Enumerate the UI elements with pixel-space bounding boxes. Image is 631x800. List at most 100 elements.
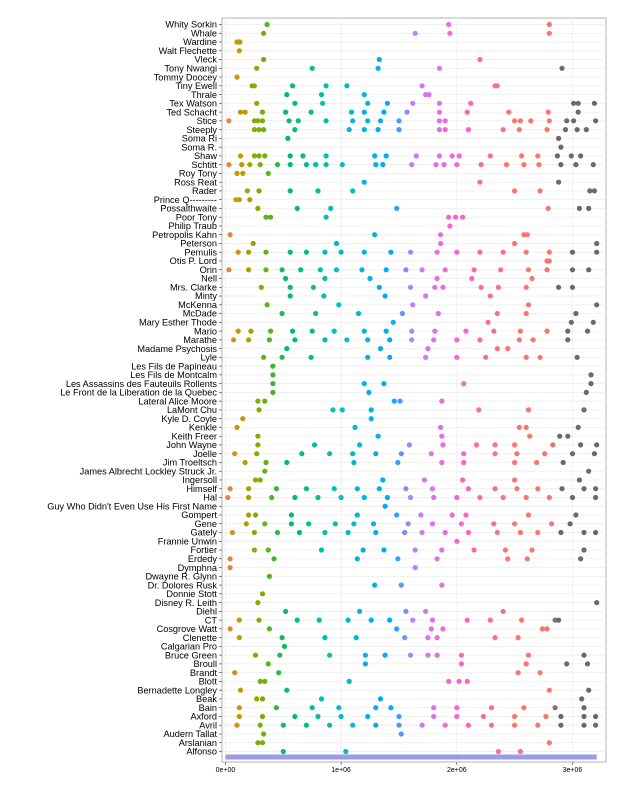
data-point bbox=[432, 328, 438, 334]
data-point bbox=[354, 512, 360, 518]
data-point bbox=[339, 407, 345, 413]
data-point bbox=[339, 162, 345, 168]
data-point bbox=[556, 284, 562, 290]
data-point bbox=[368, 416, 374, 422]
data-point bbox=[394, 205, 400, 211]
data-point bbox=[257, 678, 263, 685]
data-point bbox=[558, 529, 564, 536]
data-point bbox=[300, 153, 306, 159]
y-tick-label: Marathe bbox=[183, 335, 217, 345]
plot-panel bbox=[221, 17, 607, 763]
data-point bbox=[519, 617, 525, 623]
data-point bbox=[361, 249, 367, 255]
data-point bbox=[487, 153, 493, 159]
data-point bbox=[395, 556, 401, 562]
data-point bbox=[292, 100, 298, 106]
data-point bbox=[431, 705, 437, 711]
data-point bbox=[581, 713, 587, 720]
y-tick-label: CT bbox=[205, 615, 218, 625]
data-point bbox=[454, 713, 460, 720]
data-point bbox=[556, 617, 562, 623]
data-point bbox=[558, 722, 564, 728]
data-point bbox=[407, 249, 414, 255]
data-point bbox=[396, 118, 402, 124]
data-point bbox=[583, 127, 589, 133]
data-point bbox=[431, 494, 437, 501]
data-point bbox=[317, 267, 323, 273]
y-tick-label: Ingersoll bbox=[182, 475, 217, 485]
data-point bbox=[546, 30, 552, 36]
data-point bbox=[373, 722, 379, 728]
data-point bbox=[511, 240, 518, 247]
y-tick-label: Axford bbox=[190, 712, 217, 722]
data-point bbox=[243, 521, 249, 527]
data-point bbox=[252, 512, 259, 518]
data-point bbox=[366, 389, 372, 395]
data-point bbox=[525, 512, 532, 518]
data-point bbox=[494, 310, 500, 317]
data-point bbox=[458, 652, 464, 658]
y-tick-label: Ted Schacht bbox=[166, 107, 217, 117]
data-point bbox=[259, 591, 266, 597]
data-point bbox=[246, 494, 252, 501]
data-point bbox=[361, 328, 367, 334]
data-point bbox=[226, 118, 232, 124]
y-tick-label: Schtitt bbox=[191, 160, 217, 170]
data-point bbox=[365, 713, 371, 720]
axis-strip bbox=[225, 754, 597, 760]
data-point bbox=[365, 354, 371, 360]
data-point bbox=[560, 459, 566, 466]
data-point bbox=[375, 127, 381, 133]
data-point bbox=[529, 275, 535, 282]
data-point bbox=[584, 328, 591, 334]
data-point bbox=[227, 232, 233, 238]
data-point bbox=[569, 284, 576, 290]
data-point bbox=[298, 267, 304, 273]
data-point bbox=[593, 118, 599, 124]
data-point bbox=[495, 284, 501, 290]
data-point bbox=[511, 722, 518, 728]
data-point bbox=[421, 477, 427, 483]
data-point bbox=[431, 337, 437, 343]
data-point bbox=[397, 398, 403, 404]
data-point bbox=[429, 521, 436, 527]
data-point bbox=[454, 162, 460, 168]
data-point bbox=[546, 494, 552, 501]
data-point bbox=[316, 617, 322, 623]
data-point bbox=[365, 337, 371, 343]
data-point bbox=[505, 556, 511, 562]
data-point bbox=[556, 135, 562, 141]
data-point bbox=[262, 521, 268, 527]
data-point bbox=[575, 100, 581, 106]
data-point bbox=[471, 547, 477, 553]
data-point bbox=[359, 267, 365, 273]
data-point bbox=[550, 442, 556, 448]
data-point bbox=[292, 713, 298, 720]
data-point bbox=[564, 118, 570, 124]
data-point bbox=[524, 556, 530, 562]
data-point bbox=[523, 284, 529, 290]
data-point bbox=[296, 529, 303, 536]
data-point bbox=[594, 249, 600, 255]
data-point bbox=[557, 433, 563, 439]
data-point bbox=[373, 529, 379, 536]
data-point bbox=[571, 118, 577, 124]
y-tick-label: Kyle D. Coyle bbox=[161, 414, 217, 424]
data-point bbox=[436, 100, 442, 106]
data-point bbox=[412, 547, 418, 553]
data-point bbox=[546, 118, 552, 124]
y-tick-label: Mary Esther Thode bbox=[139, 318, 217, 328]
data-point bbox=[492, 635, 498, 641]
data-point bbox=[535, 722, 541, 728]
data-point bbox=[290, 83, 296, 89]
y-tick-label: Gene bbox=[195, 519, 217, 529]
data-point bbox=[564, 661, 570, 667]
data-point bbox=[545, 109, 551, 115]
data-point bbox=[255, 398, 261, 404]
data-point bbox=[284, 346, 290, 352]
data-point bbox=[542, 451, 548, 457]
data-point bbox=[308, 109, 314, 115]
data-point bbox=[506, 109, 512, 115]
y-tick-label: Frannie Unwin bbox=[158, 536, 217, 546]
